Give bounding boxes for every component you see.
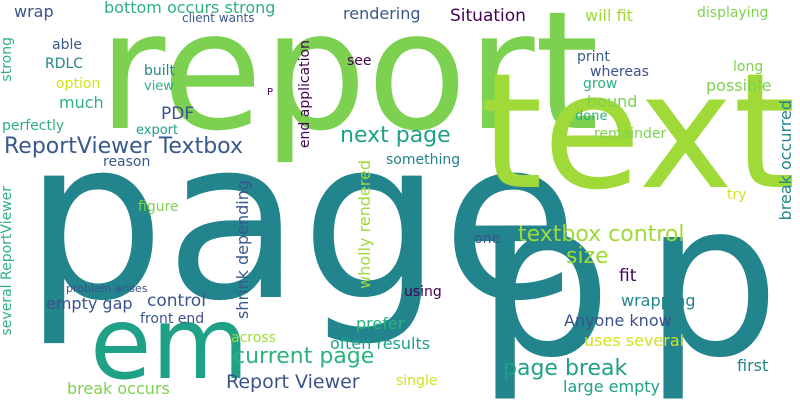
word-perfectly: perfectly — [2, 118, 65, 134]
word-see: see — [347, 53, 372, 69]
word-wrap: wrap — [14, 2, 54, 21]
word-front-end: front end — [140, 311, 205, 327]
word-page: page — [24, 92, 579, 350]
word-wrapping: wrapping — [621, 291, 696, 310]
word-empty-gap: empty gap — [46, 294, 133, 313]
word-long: long — [733, 59, 764, 75]
word-textbox-control: textbox control — [518, 222, 685, 247]
word-uses-several: uses several — [584, 331, 685, 350]
word-reason: reason — [103, 154, 151, 170]
word-fit: fit — [619, 266, 637, 286]
word-option: option — [56, 76, 101, 92]
word-view: view — [144, 79, 174, 94]
word-wholly-rendered: wholly rendered — [355, 160, 374, 289]
word-page-break: page break — [503, 356, 628, 381]
word-size: size — [566, 244, 609, 269]
word-remainder: remainder — [594, 126, 667, 142]
word-first: first — [737, 356, 769, 375]
word-control: control — [147, 291, 206, 311]
word-client-wants: client wants — [182, 11, 255, 25]
word-one: one — [474, 231, 501, 247]
word-done: done — [575, 109, 608, 124]
word-whereas: whereas — [590, 64, 649, 80]
word-grow: grow — [583, 76, 618, 92]
word-often-results: often results — [330, 334, 431, 353]
word-break-occurs: break occurs — [67, 379, 170, 398]
word-end-application: end application — [297, 40, 313, 149]
word-figure: figure — [138, 199, 179, 215]
word-report-viewer: Report Viewer — [226, 371, 360, 393]
word-rdlc: RDLC — [45, 56, 84, 72]
word-P: P — [267, 87, 274, 98]
word-break-occurred: break occurred — [776, 100, 795, 221]
word-p-2: p — [644, 156, 780, 400]
word-will-fit: will fit — [585, 6, 633, 25]
word-displaying: displaying — [697, 5, 769, 21]
word-using: using — [404, 284, 442, 300]
word-text: text — [480, 38, 796, 225]
word-much: much — [59, 93, 104, 112]
word-export: export — [136, 123, 179, 138]
word-reportviewer-textbox: ReportViewer Textbox — [4, 134, 243, 159]
word-current-page: current page — [233, 344, 375, 369]
word-report: report — [98, 0, 599, 167]
word-bottom-occurs-strong: bottom occurs strong — [104, 0, 276, 17]
word-pdf: PDF — [161, 104, 195, 124]
word-bound: bound — [587, 92, 638, 111]
word-situation: Situation — [450, 6, 526, 26]
word-try: try — [727, 187, 747, 203]
word-possible: possible — [706, 76, 772, 95]
word-built: built — [144, 63, 176, 79]
word-em: em — [90, 285, 249, 400]
word-next-page: next page — [340, 123, 451, 148]
word-able: able — [52, 37, 82, 53]
word-print: print — [577, 49, 610, 65]
word-single: single — [396, 373, 438, 389]
word-problem-arises: problem arises — [66, 282, 148, 295]
word-several-reportviewer: several ReportViewer — [0, 186, 15, 336]
word-large-empty: large empty — [563, 377, 660, 396]
word-prefer: prefer — [356, 314, 405, 333]
word-shrink-depending: shrink depending — [233, 180, 252, 320]
word-anyone-know: Anyone know — [564, 311, 672, 330]
word-p-1: p — [476, 156, 612, 400]
word-rendering: rendering — [343, 4, 421, 23]
word-something: something — [386, 152, 461, 168]
word-across: across — [231, 330, 276, 346]
word-strong: strong — [0, 37, 15, 82]
